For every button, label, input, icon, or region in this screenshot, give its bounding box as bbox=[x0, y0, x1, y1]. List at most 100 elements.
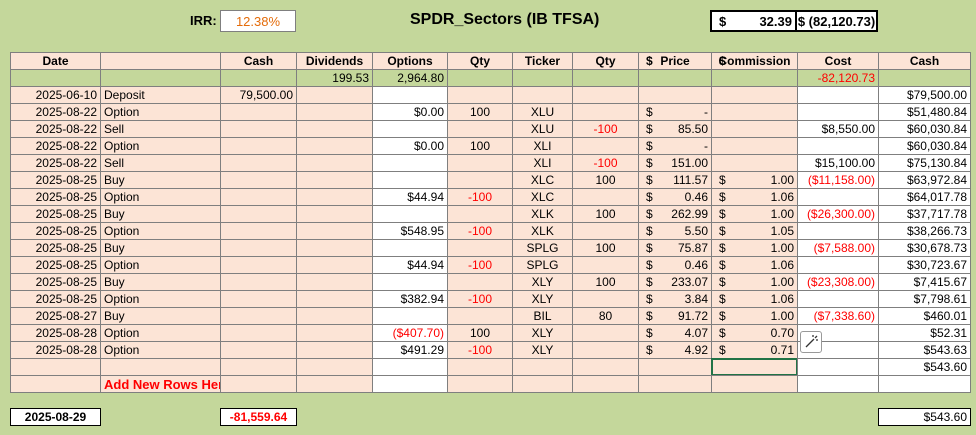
cell bbox=[296, 324, 373, 342]
cell: 100 bbox=[572, 171, 639, 189]
footer-cash: -81,559.64 bbox=[220, 408, 297, 426]
cell: $0.46 bbox=[638, 256, 712, 274]
cell bbox=[572, 375, 639, 393]
cell: XLI bbox=[512, 154, 573, 172]
cell: 2025-08-25 bbox=[10, 290, 101, 308]
cell-value: 1.00 bbox=[770, 308, 794, 323]
cell bbox=[10, 358, 101, 376]
cell: -100 bbox=[447, 188, 513, 206]
cell bbox=[220, 358, 297, 376]
cell: $0.71 bbox=[711, 341, 798, 359]
cell: 2025-08-25 bbox=[10, 273, 101, 291]
cell bbox=[572, 137, 639, 155]
cell: $30,678.73 bbox=[878, 239, 971, 257]
currency-symbol: $ bbox=[646, 53, 653, 68]
cell-value: 233.07 bbox=[671, 274, 708, 289]
column-header: Ticker bbox=[512, 52, 573, 70]
cell bbox=[447, 120, 513, 138]
column-header: Options bbox=[372, 52, 448, 70]
cell: 100 bbox=[572, 273, 639, 291]
irr-label: IRR: bbox=[190, 13, 217, 28]
cell bbox=[220, 341, 297, 359]
cell: XLI bbox=[512, 137, 573, 155]
cell: $5.50 bbox=[638, 222, 712, 240]
cell bbox=[296, 341, 373, 359]
cell bbox=[220, 137, 297, 155]
currency-symbol: $ bbox=[646, 223, 653, 238]
cell: XLK bbox=[512, 205, 573, 223]
currency-symbol: $ bbox=[719, 325, 726, 340]
cell bbox=[220, 273, 297, 291]
cell bbox=[296, 290, 373, 308]
cell bbox=[372, 86, 448, 104]
cell bbox=[797, 290, 879, 308]
cell bbox=[711, 86, 798, 104]
summary-cell: -82,120.73 bbox=[797, 69, 879, 87]
cell bbox=[711, 137, 798, 155]
quick-analysis-icon[interactable] bbox=[800, 331, 822, 353]
cell bbox=[372, 375, 448, 393]
column-header bbox=[100, 52, 221, 70]
cell: $44.94 bbox=[372, 256, 448, 274]
price-box: $32.39 bbox=[710, 10, 797, 32]
cell: 2025-08-28 bbox=[10, 324, 101, 342]
cell bbox=[638, 86, 712, 104]
cell bbox=[220, 171, 297, 189]
cell: ($26,300.00) bbox=[797, 205, 879, 223]
summary-cell bbox=[10, 69, 101, 87]
cell bbox=[878, 375, 971, 393]
currency-symbol: $ bbox=[646, 189, 653, 204]
cell: $ - bbox=[638, 103, 712, 121]
cell bbox=[220, 324, 297, 342]
cell bbox=[10, 375, 101, 393]
cell bbox=[572, 341, 639, 359]
cell: $64,017.78 bbox=[878, 188, 971, 206]
column-header: Cash bbox=[220, 52, 297, 70]
summary-cell bbox=[711, 69, 798, 87]
cell: 2025-08-25 bbox=[10, 222, 101, 240]
cell bbox=[296, 188, 373, 206]
currency-symbol: $ bbox=[646, 325, 653, 340]
cell-value: 91.72 bbox=[677, 308, 708, 323]
currency-symbol: $ bbox=[719, 223, 726, 238]
cell: $52.31 bbox=[878, 324, 971, 342]
cell bbox=[797, 137, 879, 155]
currency-symbol: $ bbox=[719, 172, 726, 187]
cell: $4.07 bbox=[638, 324, 712, 342]
cell: 100 bbox=[447, 324, 513, 342]
cell-value: 111.57 bbox=[673, 172, 708, 187]
cell bbox=[220, 239, 297, 257]
currency-symbol: $ bbox=[646, 172, 653, 187]
cell: XLU bbox=[512, 120, 573, 138]
cell: 2025-06-10 bbox=[10, 86, 101, 104]
cell bbox=[711, 375, 798, 393]
cell: $0.00 bbox=[372, 137, 448, 155]
cell bbox=[512, 86, 573, 104]
cell-value: 0.70 bbox=[770, 325, 794, 340]
cell bbox=[296, 86, 373, 104]
cell: $491.29 bbox=[372, 341, 448, 359]
price-box-value: 32.39 bbox=[759, 13, 792, 29]
cell: $548.95 bbox=[372, 222, 448, 240]
cell-value: 1.06 bbox=[770, 291, 794, 306]
cell bbox=[372, 154, 448, 172]
cell: ($407.70) bbox=[372, 324, 448, 342]
cell: Option bbox=[100, 324, 221, 342]
cell bbox=[296, 358, 373, 376]
column-header: Qty bbox=[447, 52, 513, 70]
sheet-title: SPDR_Sectors (IB TFSA) bbox=[410, 11, 600, 28]
cell bbox=[220, 205, 297, 223]
cell bbox=[220, 290, 297, 308]
currency-symbol: $ bbox=[646, 257, 653, 272]
cell: $30,723.67 bbox=[878, 256, 971, 274]
cell-value: 1.00 bbox=[770, 240, 794, 255]
currency-symbol: $ bbox=[719, 291, 726, 306]
cell bbox=[572, 86, 639, 104]
cell bbox=[296, 239, 373, 257]
currency-symbol: $ bbox=[646, 104, 653, 119]
cell: Sell bbox=[100, 120, 221, 138]
cell bbox=[296, 154, 373, 172]
cell: XLC bbox=[512, 171, 573, 189]
currency-symbol: $ bbox=[646, 291, 653, 306]
cell: -100 bbox=[447, 290, 513, 308]
